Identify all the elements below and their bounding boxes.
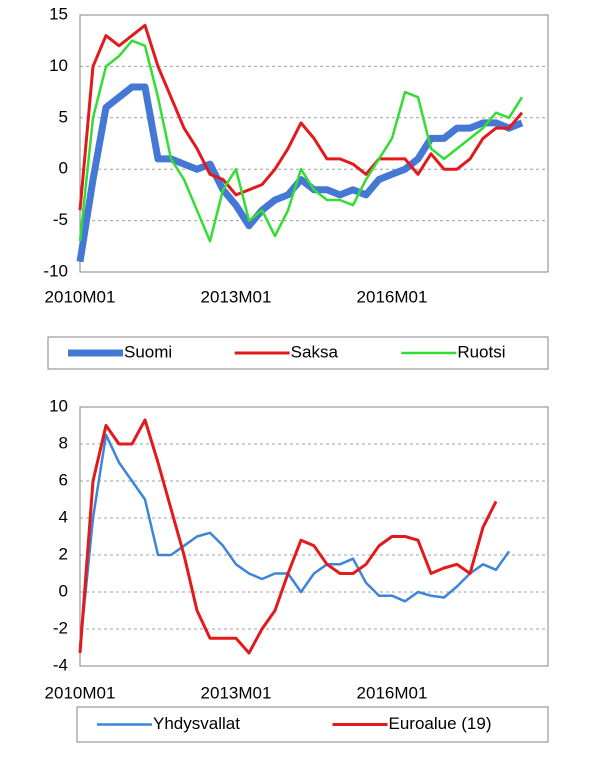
y-tick-label: 10 <box>49 396 68 415</box>
x-tick-label: 2016M01 <box>357 683 428 702</box>
legend-label: Saksa <box>291 342 339 361</box>
y-tick-label: -2 <box>53 618 68 637</box>
y-tick-label: 15 <box>49 4 68 23</box>
y-tick-label: 0 <box>59 581 68 600</box>
series-line <box>78 39 524 243</box>
x-tick-label: 2010M01 <box>45 683 116 702</box>
x-tick-label: 2010M01 <box>45 287 116 306</box>
y-tick-label: 0 <box>59 159 68 178</box>
series-line <box>78 23 524 211</box>
legend-label: Suomi <box>124 342 172 361</box>
legend-box <box>76 706 549 743</box>
y-tick-label: -10 <box>43 261 68 280</box>
legend-box <box>47 336 549 370</box>
legend-label: Euroalue (19) <box>389 714 492 733</box>
x-tick-label: 2013M01 <box>201 287 272 306</box>
y-tick-label: 4 <box>59 507 68 526</box>
y-tick-label: 5 <box>59 107 68 126</box>
legend-label: Yhdysvallat <box>153 714 240 733</box>
series-line <box>76 83 524 263</box>
plot-frame <box>79 406 549 667</box>
x-tick-label: 2016M01 <box>357 287 428 306</box>
x-tick-label: 2013M01 <box>201 683 272 702</box>
y-tick-label: 6 <box>59 470 68 489</box>
y-tick-label: 8 <box>59 433 68 452</box>
series-line <box>78 433 511 648</box>
y-tick-label: 10 <box>49 56 68 75</box>
plot-frame <box>79 14 549 273</box>
y-tick-label: -5 <box>53 210 68 229</box>
series-line <box>78 418 498 655</box>
y-tick-label: 2 <box>59 544 68 563</box>
legend-label: Ruotsi <box>457 342 505 361</box>
y-tick-label: -4 <box>53 655 68 674</box>
